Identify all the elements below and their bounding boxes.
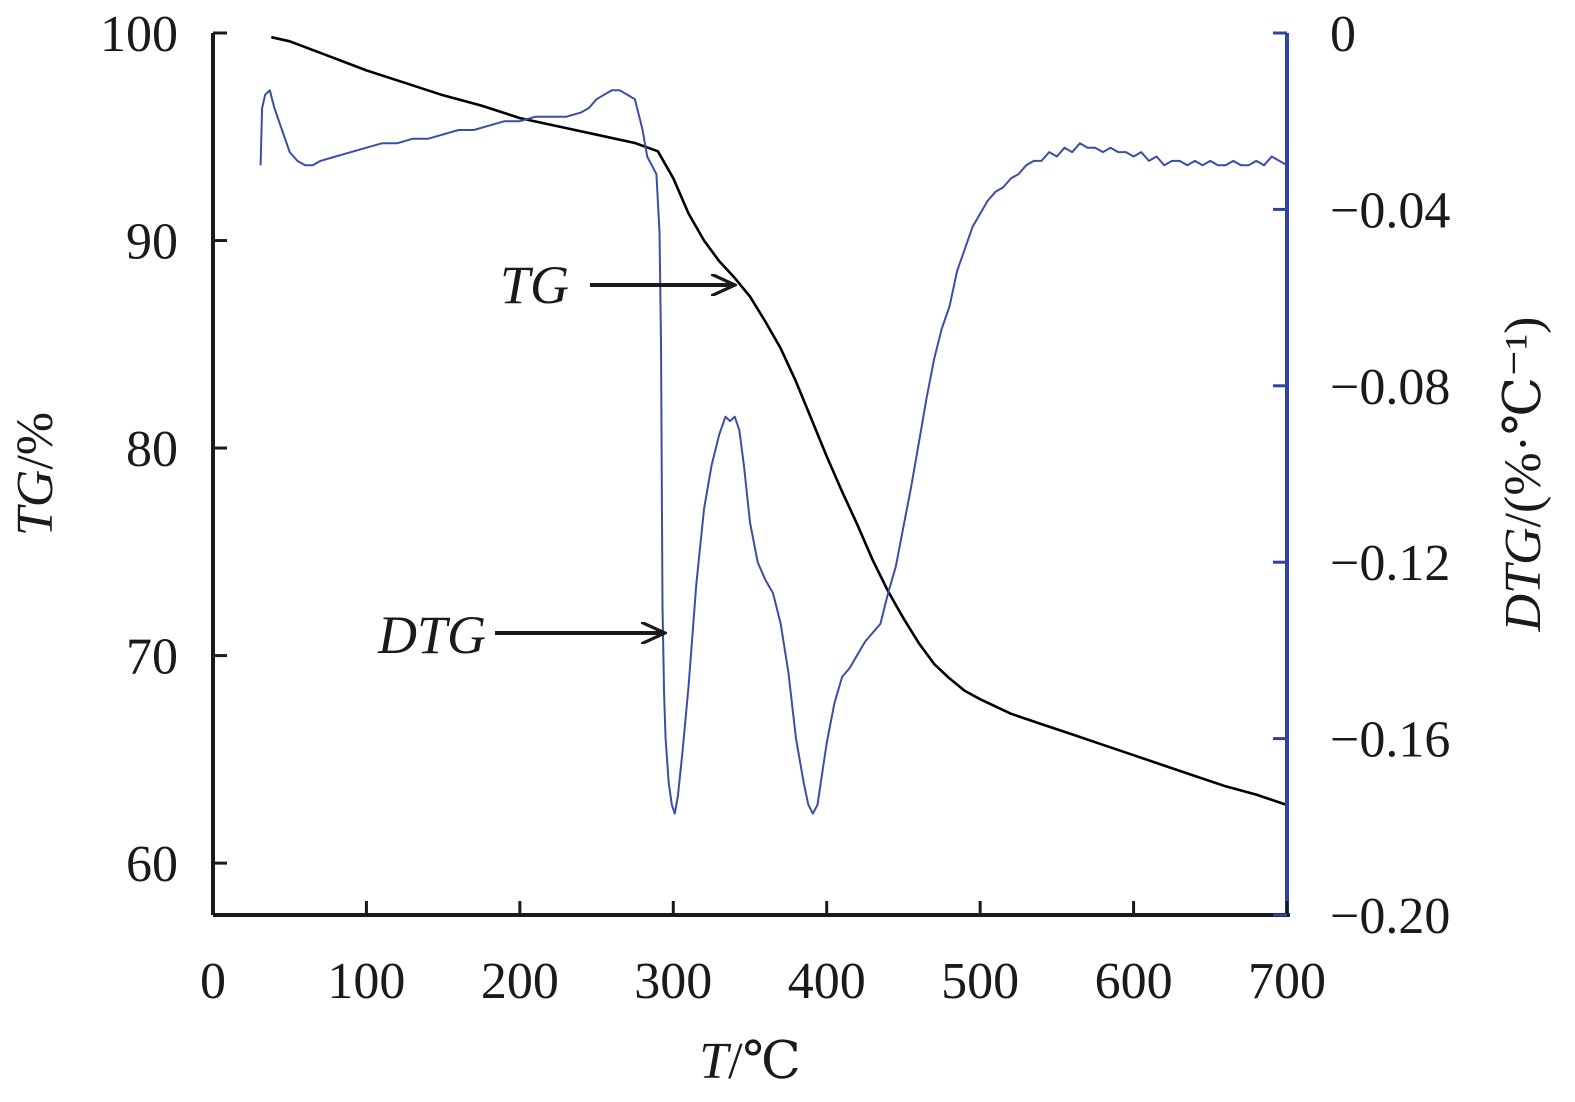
y-axis-left-ticks: 60 70 80 90 100 xyxy=(100,6,227,893)
series-layer xyxy=(259,35,1288,815)
annotation-dtg-label: DTG xyxy=(377,605,486,665)
y-right-tick-label: −0.20 xyxy=(1330,888,1450,945)
x-tick-label: 600 xyxy=(1095,953,1173,1010)
y-axis-right-title: DTG/(%·℃⁻¹) xyxy=(1495,317,1552,633)
x-tick-label: 0 xyxy=(200,953,226,1010)
y-right-tick-label: −0.04 xyxy=(1330,182,1450,239)
x-tick-label: 300 xyxy=(634,953,712,1010)
x-tick-label: 500 xyxy=(941,953,1019,1010)
x-axis-ticks: 0 100 200 300 400 500 600 700 xyxy=(200,901,1326,1010)
y-axis-left-title: TG/% xyxy=(7,412,64,536)
x-tick-label: 700 xyxy=(1248,953,1326,1010)
y-left-tick-label: 80 xyxy=(126,421,178,478)
y-left-tick-label: 60 xyxy=(126,836,178,893)
annotation-tg-label: TG xyxy=(500,255,569,315)
y-left-tick-label: 100 xyxy=(100,6,178,63)
x-tick-label: 200 xyxy=(481,953,559,1010)
y-left-tick-label: 90 xyxy=(126,214,178,271)
y-left-tick-label: 70 xyxy=(126,629,178,686)
x-tick-label: 400 xyxy=(788,953,866,1010)
x-axis-title: T/℃ xyxy=(699,1033,801,1090)
y-right-tick-label: −0.16 xyxy=(1330,712,1450,769)
x-tick-label: 100 xyxy=(327,953,405,1010)
series-line-dtg xyxy=(259,89,1288,815)
y-axis-right-ticks: 0 −0.04 −0.08 −0.12 −0.16 −0.20 xyxy=(1273,6,1450,945)
y-right-tick-label: −0.08 xyxy=(1330,359,1450,416)
series-line-tg xyxy=(271,35,1288,807)
y-right-tick-label: 0 xyxy=(1330,6,1356,63)
y-right-tick-label: −0.12 xyxy=(1330,535,1450,592)
